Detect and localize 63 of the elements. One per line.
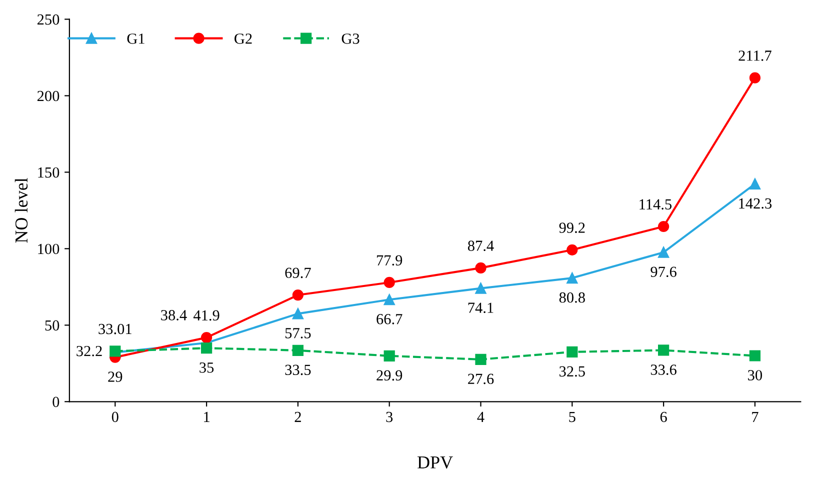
- point: [292, 308, 304, 320]
- point: [749, 72, 761, 84]
- y-tick-label: 50: [45, 320, 60, 331]
- data-label: 211.7: [738, 50, 772, 61]
- point: [658, 344, 670, 356]
- data-label: 74.1: [468, 302, 494, 313]
- point: [200, 342, 212, 354]
- point: [658, 246, 670, 258]
- point: [292, 289, 304, 301]
- point: [200, 332, 212, 344]
- data-label: 41.9: [193, 310, 220, 321]
- point: [566, 272, 578, 284]
- legend-label: G2: [234, 34, 252, 44]
- data-label: 33.5: [285, 364, 311, 376]
- y-tick-label: 0: [52, 396, 60, 408]
- point: [292, 344, 304, 356]
- data-label: 66.7: [376, 314, 402, 324]
- data-label: 32.2: [76, 346, 102, 356]
- data-label: 142.3: [739, 198, 772, 209]
- data-label: 87.4: [468, 240, 494, 252]
- data-label: 35: [200, 362, 214, 373]
- x-tick-label: 4: [477, 412, 484, 422]
- data-label: 29: [108, 372, 122, 382]
- point: [384, 294, 395, 306]
- x-tick-label: 1: [204, 412, 210, 422]
- point: [658, 220, 670, 232]
- data-label: 77.9: [376, 255, 402, 266]
- data-label: 80.8: [559, 292, 585, 303]
- data-label: 69.7: [285, 268, 311, 278]
- y-tick-label: 100: [38, 244, 60, 254]
- x-tick-label: 5: [569, 412, 576, 422]
- data-label: 114.5: [640, 199, 672, 210]
- x-axis-title: DPV: [418, 456, 453, 469]
- legend-label: G3: [342, 34, 360, 44]
- data-label: 33.01: [98, 324, 132, 334]
- data-label: 29.9: [376, 370, 402, 381]
- x-tick-label: 0: [112, 412, 118, 422]
- data-label: 27.6: [468, 374, 494, 384]
- y-tick-label: 200: [37, 90, 60, 102]
- data-label: 32.5: [560, 366, 585, 377]
- point: [749, 178, 761, 190]
- x-tick-label: 2: [294, 412, 301, 422]
- data-label: 33.6: [650, 364, 676, 375]
- data-label: 57.5: [285, 328, 311, 338]
- y-tick-label: 150: [38, 167, 60, 178]
- point: [475, 282, 486, 294]
- legend-label: G1: [127, 34, 144, 44]
- data-label: 99.2: [559, 222, 585, 233]
- x-tick-label: 7: [752, 412, 758, 422]
- point: [566, 346, 578, 358]
- point: [749, 350, 761, 362]
- y-axis-title: NO level: [14, 178, 28, 243]
- data-label: 30: [748, 370, 762, 380]
- data-label: 38.4: [161, 310, 187, 320]
- point: [475, 354, 486, 365]
- data-label: 97.6: [650, 266, 676, 278]
- point: [384, 276, 395, 288]
- x-tick-label: 6: [660, 412, 667, 422]
- y-tick-label: 250: [37, 14, 60, 25]
- point: [566, 244, 578, 256]
- point: [384, 350, 395, 362]
- point: [475, 262, 486, 274]
- x-tick-label: 3: [386, 412, 393, 422]
